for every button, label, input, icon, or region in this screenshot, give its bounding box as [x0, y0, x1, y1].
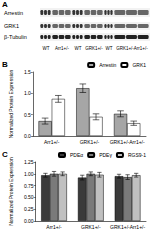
svg-text:WT: WT	[106, 46, 113, 51]
svg-text:Normalized Protein Expression: Normalized Protein Expression	[8, 157, 14, 226]
svg-text:0.50: 0.50	[24, 194, 34, 200]
svg-text:WT: WT	[75, 46, 82, 51]
svg-text:WT: WT	[43, 46, 50, 51]
svg-text:Arr1+/-: Arr1+/-	[46, 224, 62, 230]
svg-text:Normalized Protein Expression: Normalized Protein Expression	[8, 69, 14, 138]
svg-text:GRK1+/-Arr1+/-: GRK1+/-Arr1+/-	[116, 46, 148, 51]
svg-text:1.25: 1.25	[24, 159, 34, 165]
svg-text:GRK1+/-: GRK1+/-	[85, 46, 103, 51]
svg-text:1.0: 1.0	[24, 90, 31, 96]
svg-text:Arr1+/-: Arr1+/-	[44, 139, 60, 145]
html-text:A: A	[2, 0, 8, 9]
svg-text:0.75: 0.75	[24, 183, 34, 189]
svg-text:Arrestin: Arrestin	[4, 10, 23, 16]
svg-text:0.0: 0.0	[24, 133, 31, 139]
svg-text:0.00: 0.00	[24, 218, 34, 224]
svg-text:PDEγ: PDEγ	[99, 152, 112, 158]
svg-text:GRK1: GRK1	[4, 23, 19, 29]
html-text:C: C	[2, 150, 8, 159]
svg-text:RGS9-1: RGS9-1	[128, 152, 146, 158]
svg-text:GRK1: GRK1	[132, 62, 146, 68]
svg-text:β-Tubulin: β-Tubulin	[4, 34, 27, 40]
svg-text:1.00: 1.00	[24, 171, 34, 177]
svg-text:GRK1+/-Arr1+/-: GRK1+/-Arr1+/-	[110, 224, 145, 230]
svg-text:0.25: 0.25	[24, 206, 34, 212]
svg-text:GRK1+/-: GRK1+/-	[81, 224, 101, 230]
svg-text:Arrestin: Arrestin	[99, 62, 116, 68]
html-text:B: B	[2, 60, 8, 69]
svg-text:GRK1+/-: GRK1+/-	[80, 139, 100, 145]
svg-text:PDEα: PDEα	[70, 152, 83, 158]
svg-text:Arr1+/-: Arr1+/-	[55, 46, 69, 51]
svg-text:1.5: 1.5	[24, 69, 31, 75]
svg-text:GRK1+/-Arr1+/-: GRK1+/-Arr1+/-	[110, 139, 145, 145]
svg-text:0.5: 0.5	[24, 112, 31, 118]
